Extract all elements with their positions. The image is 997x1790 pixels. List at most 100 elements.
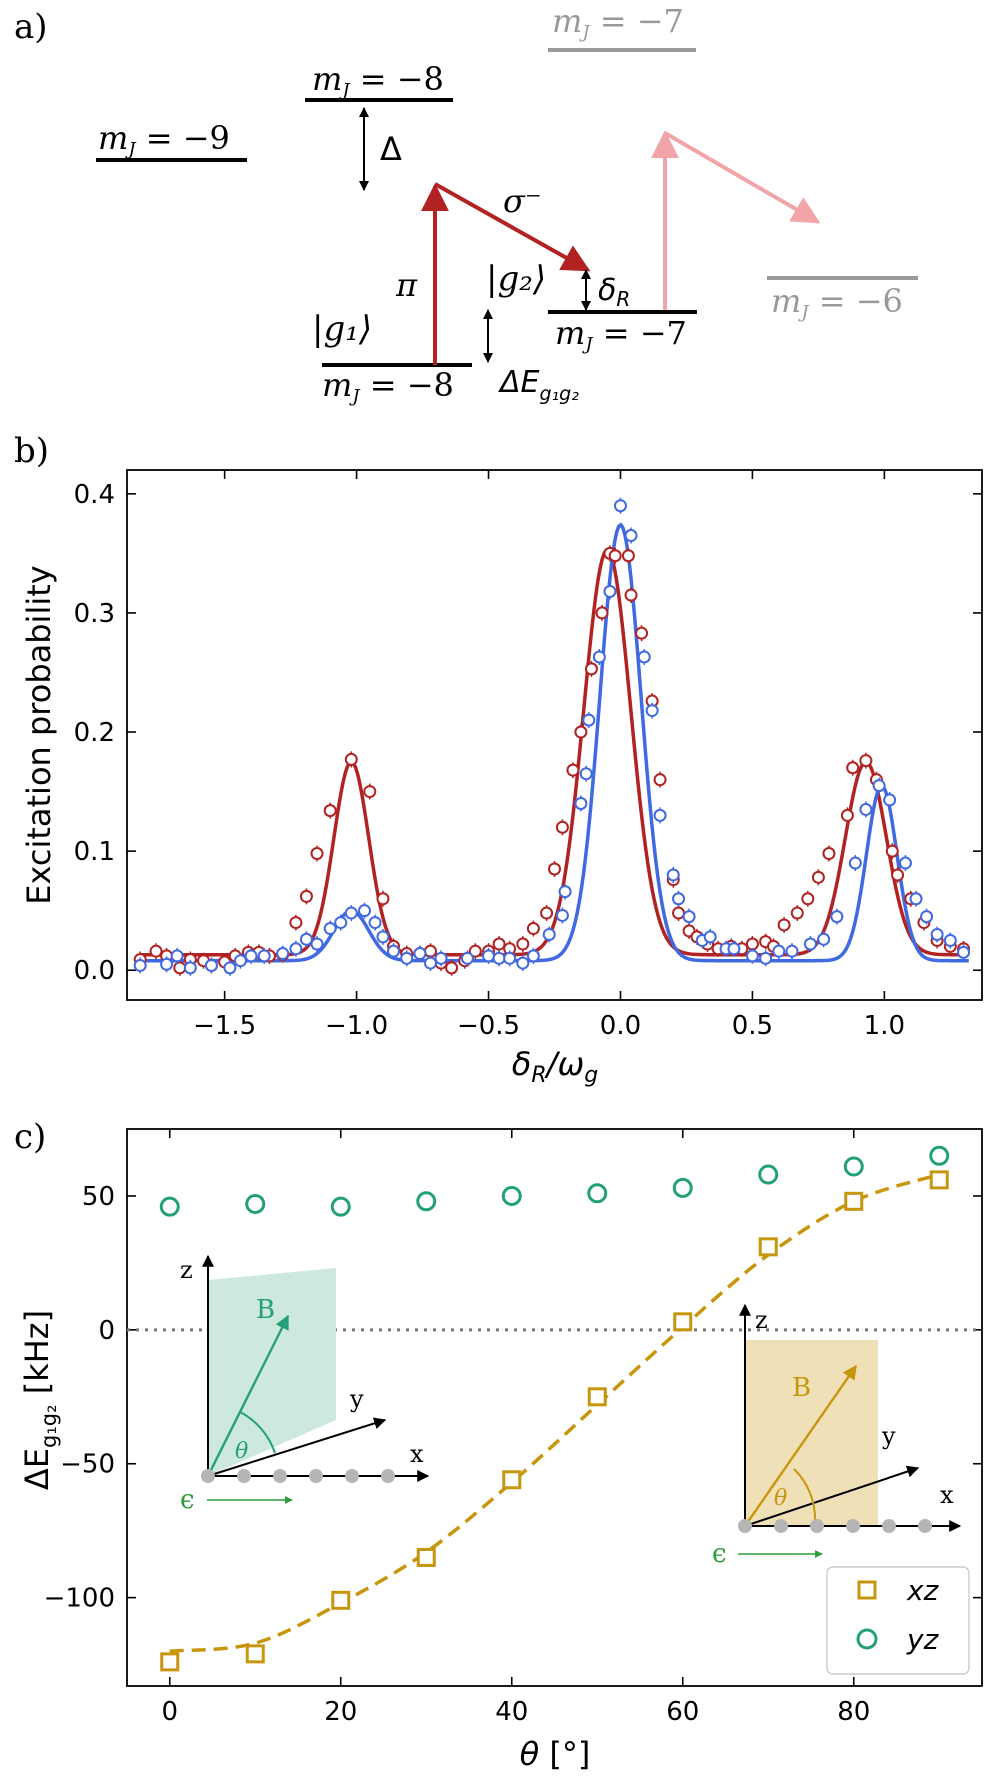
panel-b-data-point xyxy=(817,932,831,946)
panel-b-ylabel: Excitation probability xyxy=(20,565,58,904)
panel-c-fit-line xyxy=(169,1172,940,1653)
panel-b-data-point xyxy=(872,779,886,793)
panel-c-yz-point xyxy=(159,1196,180,1217)
panel-b-data-point xyxy=(579,767,593,781)
panel-b-data-point xyxy=(233,954,247,968)
panel-c-xz-point xyxy=(245,1644,265,1664)
panel-b-data-point xyxy=(516,956,530,970)
panel-b-data-point xyxy=(257,949,271,963)
panel-b-data-point xyxy=(682,910,696,924)
level-g2-label: mJ = −7 xyxy=(555,314,687,355)
panel-a: a) mJ = −9 mJ = −8 mJ = −7 mJ = −8 mJ = … xyxy=(14,2,918,407)
inset-xz-eps-label: ϵ xyxy=(712,1539,727,1569)
panel-c-xz-point xyxy=(502,1470,522,1490)
panel-b-ytick-label: 0.3 xyxy=(74,599,115,629)
panel-b-data-point xyxy=(423,956,437,970)
panel-b-data-point xyxy=(334,916,348,930)
panel-b-data-point xyxy=(204,958,218,972)
level-g1-label: mJ = −8 xyxy=(322,366,454,407)
inset-yz-B-label: B xyxy=(256,1295,275,1325)
panel-c-xtick-label: 80 xyxy=(837,1697,870,1727)
ion xyxy=(846,1519,860,1533)
panel-c-xtick-label: 60 xyxy=(666,1697,699,1727)
panel-b-data-point xyxy=(289,916,303,930)
panel-b-data-point xyxy=(160,957,174,971)
panel-c-label: c) xyxy=(14,1117,46,1157)
legend-box xyxy=(826,1566,970,1675)
panel-c-xz-point xyxy=(758,1237,778,1257)
panel-b-data-point xyxy=(624,588,638,602)
panel-c-xz-point xyxy=(673,1312,693,1332)
panel-b-data-point xyxy=(574,725,588,739)
panel-b-data-point xyxy=(344,906,358,920)
inset-yz-theta-label: θ xyxy=(235,1439,248,1464)
inset-xz: z y x B θ ϵ xyxy=(712,1303,962,1569)
panel-c-yz-point xyxy=(501,1185,522,1206)
panel-c: c) 0 20 40 60 80 −100 −50 0 50 z y x B θ ϵ xyxy=(14,1117,983,1773)
panel-c-xz-point xyxy=(331,1590,351,1610)
deltaR-label: δR xyxy=(598,273,630,311)
panel-c-xtick-label: 20 xyxy=(324,1697,357,1727)
panel-b-data-point xyxy=(413,947,427,961)
inset-xz-theta-arc xyxy=(793,1468,817,1523)
panel-c-xlabel: θ [°] xyxy=(520,1735,591,1773)
panel-b-data-point xyxy=(672,892,686,906)
panel-c-xz-point xyxy=(844,1191,864,1211)
legend-yz-label: yz xyxy=(906,1623,940,1656)
panel-b-data-point xyxy=(920,910,934,924)
panel-b-data-point xyxy=(957,945,971,959)
panel-c-ytick-label: −50 xyxy=(60,1450,115,1480)
panel-b-data-point xyxy=(558,885,572,899)
panel-c-ytick-label: 0 xyxy=(98,1316,115,1346)
panel-b-data-point xyxy=(299,889,313,903)
panel-b-data-point xyxy=(584,662,598,676)
panel-b-data-point xyxy=(653,808,667,822)
panel-b-data-point xyxy=(859,802,873,816)
panel-b-data-point xyxy=(645,704,659,718)
inset-xz-theta-label: θ xyxy=(774,1486,787,1511)
panel-b-data-point xyxy=(244,949,258,963)
panel-b-points xyxy=(133,497,971,976)
level-mj-6-label: mJ = −6 xyxy=(771,282,903,323)
sigma-label: σ⁻ xyxy=(503,182,542,220)
panel-b-data-point xyxy=(672,906,686,920)
panel-b-data-point xyxy=(898,856,912,870)
panel-c-xtick-label: 40 xyxy=(495,1697,528,1727)
panel-b-data-point xyxy=(621,549,635,563)
panel-b-data-point xyxy=(777,918,791,932)
inset-xz-z-label: z xyxy=(755,1306,768,1334)
panel-c-yz-point xyxy=(330,1196,351,1217)
panel-b-label: b) xyxy=(14,431,49,471)
panel-c-xz-point xyxy=(929,1170,949,1190)
panel-b-data-point xyxy=(445,961,459,975)
panel-b-data-point xyxy=(883,793,897,807)
panel-b-data-point xyxy=(840,808,854,822)
panel-b-xlabel: δR/ωg xyxy=(512,1045,598,1088)
inset-yz: z y x B θ ϵ xyxy=(180,1254,430,1515)
panel-b-data-point xyxy=(526,922,540,936)
inset-yz-ion-chain xyxy=(201,1469,395,1483)
panel-a-label: a) xyxy=(14,7,48,47)
panel-b-data-point xyxy=(542,927,556,941)
panel-c-ytick-label: 50 xyxy=(82,1182,115,1212)
panel-b-data-point xyxy=(790,906,804,920)
panel-b-data-point xyxy=(595,606,609,620)
panel-c-yz-point xyxy=(929,1145,950,1166)
panel-c-yz-point xyxy=(758,1164,779,1185)
panel-b-data-point xyxy=(592,650,606,664)
panel-b-data-point xyxy=(653,773,667,787)
inset-xz-B-label: B xyxy=(792,1373,811,1403)
ion xyxy=(774,1519,788,1533)
legend-yz-marker xyxy=(856,1628,878,1650)
panel-b-data-point xyxy=(803,937,817,951)
inset-xz-B-arrow xyxy=(744,1364,857,1527)
pi-label: π xyxy=(395,266,418,304)
panel-b-data-point xyxy=(891,868,905,882)
delta-label: Δ xyxy=(380,130,402,168)
panel-b-data-point xyxy=(703,930,717,944)
ion xyxy=(882,1519,896,1533)
panel-b-data-point xyxy=(830,910,844,924)
panel-b-data-point xyxy=(574,796,588,810)
inset-yz-y-axis xyxy=(207,1417,387,1477)
panel-c-yz-point xyxy=(672,1177,693,1198)
